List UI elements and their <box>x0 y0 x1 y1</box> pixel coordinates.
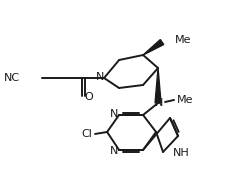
Text: N: N <box>110 146 118 156</box>
Text: O: O <box>85 92 94 102</box>
Text: NC: NC <box>4 73 20 83</box>
Polygon shape <box>155 68 161 103</box>
Text: Me: Me <box>175 35 192 45</box>
Text: N: N <box>110 109 118 119</box>
Text: Cl: Cl <box>82 129 93 139</box>
Text: Me: Me <box>177 95 194 105</box>
Text: N: N <box>96 72 104 82</box>
Text: N: N <box>155 98 163 108</box>
Text: NH: NH <box>173 148 190 158</box>
Polygon shape <box>143 40 164 55</box>
